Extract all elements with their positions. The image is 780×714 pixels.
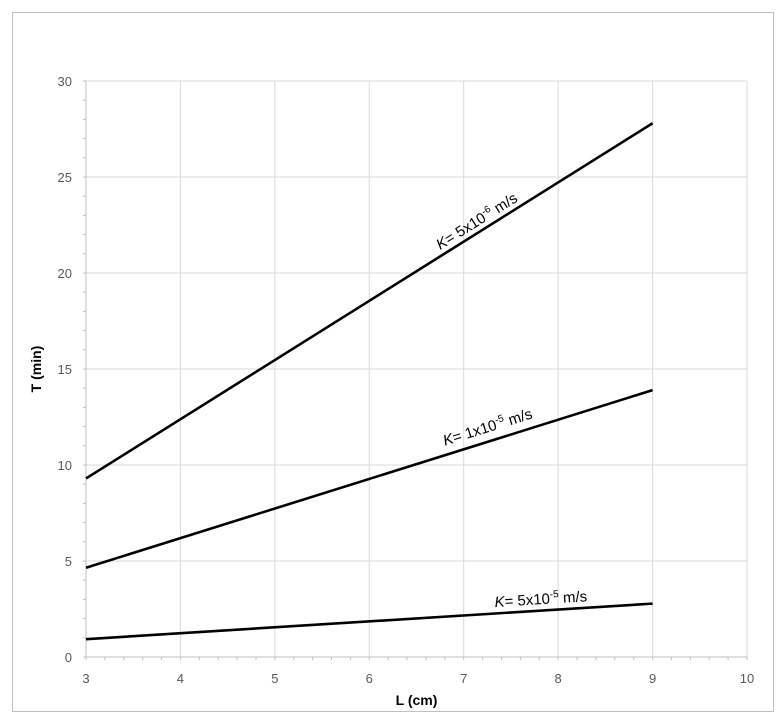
series-line-2	[85, 388, 653, 569]
series-annotation-1: K= 5x10-6 m/s	[433, 189, 521, 254]
x-tick-label: 6	[366, 671, 373, 686]
x-tick-label: 3	[82, 671, 89, 686]
x-axis-title: L (cm)	[396, 692, 438, 708]
x-tick-label: 9	[649, 671, 656, 686]
chart-frame	[12, 12, 774, 712]
x-tick-label: 8	[555, 671, 562, 686]
x-tick-label: 10	[740, 671, 754, 686]
series-annotation-3: K= 5x10-5 m/s	[494, 587, 588, 611]
y-tick-label: 20	[58, 266, 72, 281]
x-tick-label: 7	[460, 671, 467, 686]
x-tick-label: 4	[177, 671, 184, 686]
x-tick-label: 5	[271, 671, 278, 686]
axis-layer	[83, 80, 748, 660]
y-tick-label: 5	[65, 554, 72, 569]
y-tick-label: 30	[58, 74, 72, 89]
y-tick-label: 25	[58, 170, 72, 185]
grid-layer	[86, 80, 748, 657]
tick-label-layer: 3 4 5 6 7 8 9 10 0 5 10 15 20 25 30	[58, 74, 755, 686]
series-line-3	[85, 602, 653, 641]
annotation-layer: K= 5x10-6 m/sK= 1x10-5 m/sK= 5x10-5 m/s	[433, 189, 588, 611]
y-tick-label: 0	[65, 650, 72, 665]
series-layer	[85, 122, 654, 641]
y-tick-label: 10	[58, 458, 72, 473]
y-tick-label: 15	[58, 362, 72, 377]
series-line-1	[85, 122, 654, 480]
y-axis-title: T (min)	[28, 346, 44, 393]
